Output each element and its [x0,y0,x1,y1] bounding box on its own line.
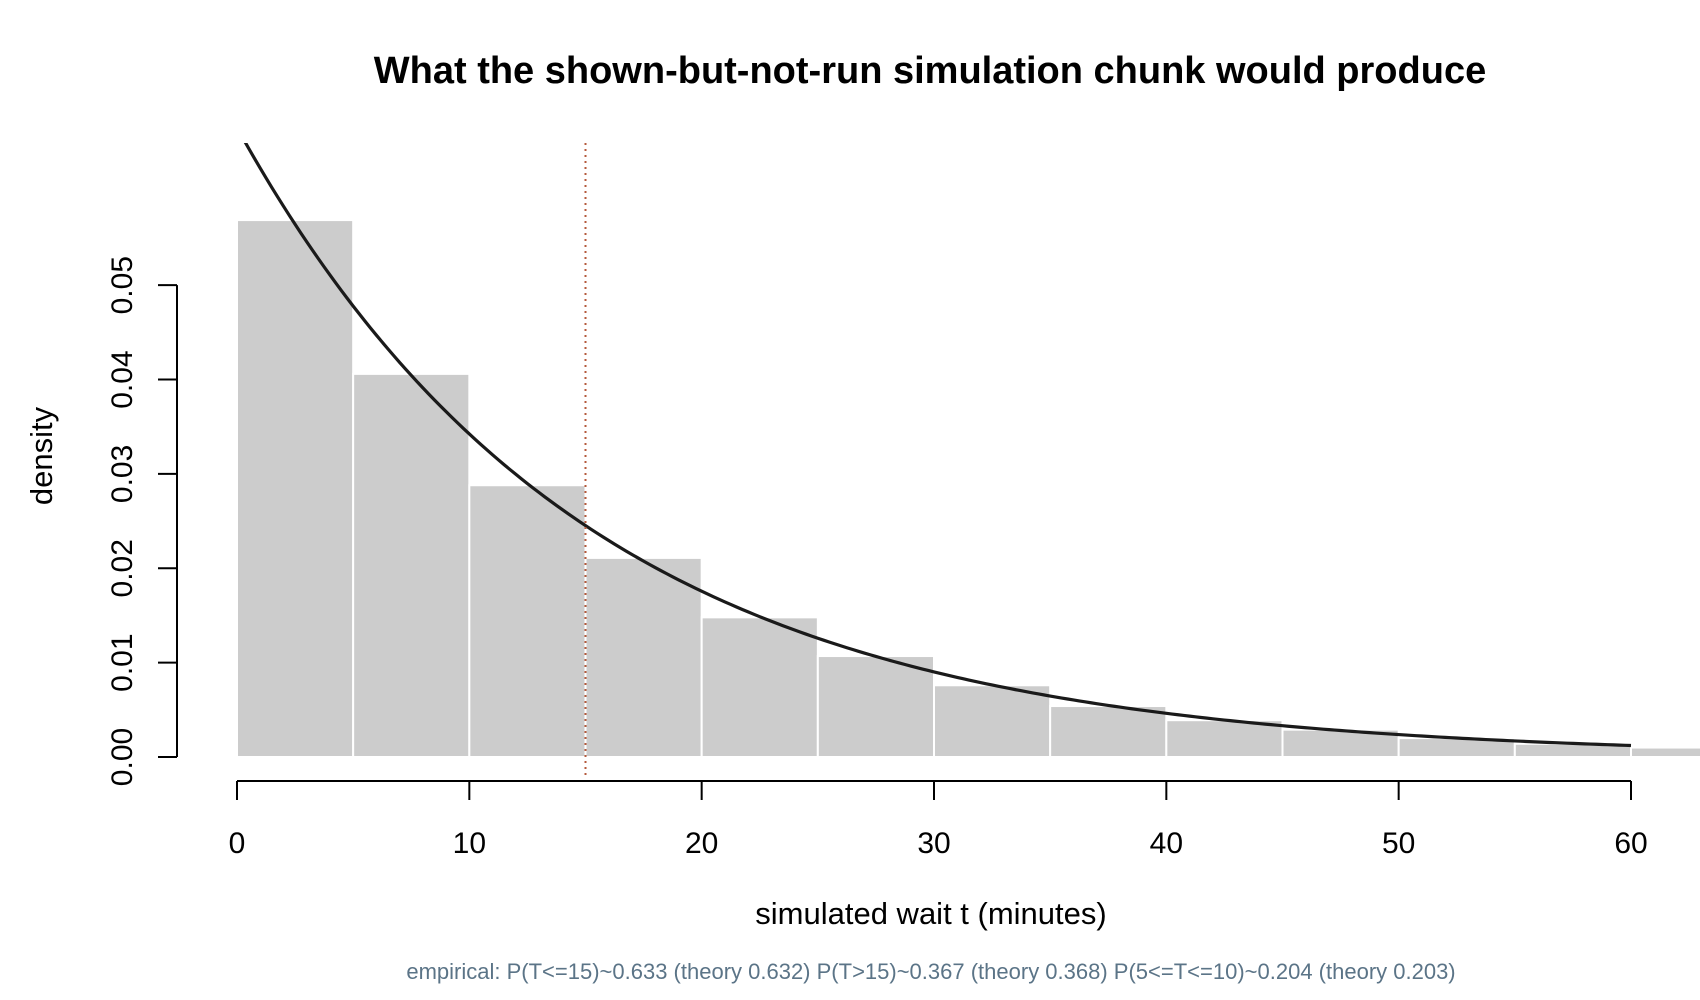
histogram-bars [236,219,1700,759]
histogram-bar [933,684,1052,758]
y-tick-label: 0.05 [106,256,139,314]
y-tick-label: 0.02 [106,539,139,597]
density-curve [243,143,1632,748]
y-tick-label: 0.03 [106,445,139,503]
y-tick-label: 0.01 [106,633,139,691]
histogram-bar [584,556,703,758]
density-curve-layer [243,143,1632,748]
chart-title: What the shown-but-not-run simulation ch… [374,50,1486,92]
histogram-bar [1630,746,1700,759]
y-tick-label: 0.04 [106,350,139,408]
footnote: empirical: P(T<=15)~0.633 (theory 0.632)… [406,959,1455,984]
histogram-bar [1165,719,1284,758]
histogram-bar [700,616,819,758]
x-axis: 0 10 20 30 40 50 60 [229,780,1648,860]
x-axis-label: simulated wait t (minutes) [755,896,1106,931]
y-axis-label: density [24,406,59,505]
histogram-bar [352,372,471,758]
histogram-bar [468,484,587,758]
x-tick-label: 30 [917,827,950,860]
x-tick-label: 50 [1382,827,1415,860]
x-tick-label: 60 [1614,827,1647,860]
y-axis: 0.00 0.01 0.02 0.03 0.04 0.05 [106,256,178,786]
histogram-bar [816,655,935,758]
y-tick-label: 0.00 [106,728,139,786]
x-tick-label: 0 [229,827,246,860]
x-tick-label: 40 [1150,827,1183,860]
histogram-bar [236,219,355,758]
x-tick-label: 20 [685,827,718,860]
histogram-bar [1049,705,1168,759]
x-tick-label: 10 [453,827,486,860]
